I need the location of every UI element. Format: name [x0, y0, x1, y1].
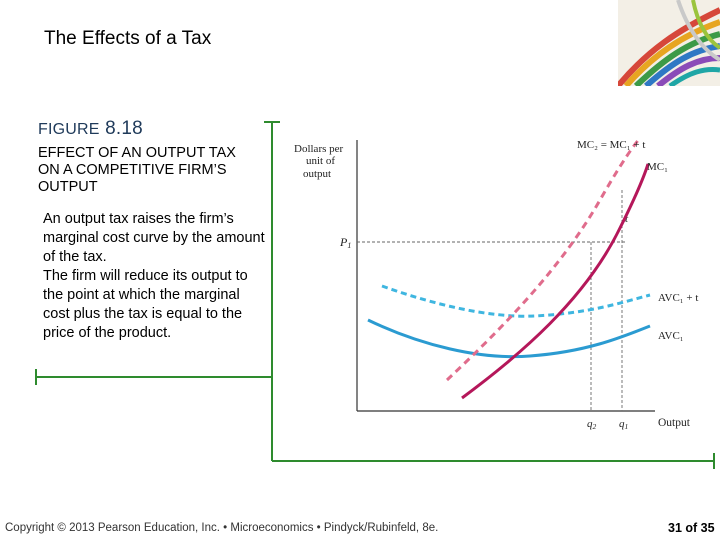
page-number: 31 of 35 — [668, 521, 715, 535]
description-paragraph-2: The firm will reduce its output to the p… — [43, 268, 248, 341]
avc-plus-tax-curve-label: AVC₁ + t — [658, 292, 698, 304]
copyright-footer: Copyright © 2013 Pearson Education, Inc.… — [5, 522, 439, 534]
figure-heading: EFFECT OF AN OUTPUT TAX ON A COMPETITIVE… — [38, 145, 273, 196]
figure-description: An output tax raises the firm’s marginal… — [43, 210, 268, 343]
avc1-curve-label: AVC₁ — [658, 330, 684, 342]
x-axis-label: Output — [658, 417, 691, 429]
mc2-curve — [445, 137, 642, 382]
figure-label: FIGURE 8.18 — [38, 118, 143, 140]
avc-plus-tax-curve — [381, 284, 651, 318]
description-paragraph-1: An output tax raises the firm’s marginal… — [43, 211, 265, 265]
quantity-guides — [590, 190, 623, 411]
decorative-cables-image — [618, 0, 720, 86]
tax-gap-label: t — [625, 213, 629, 225]
mc1-curve-label: MC₁ — [647, 161, 668, 173]
green-frame — [35, 121, 715, 469]
figure-word: FIGURE — [38, 121, 100, 138]
figure-heading-line1: EFFECT OF AN OUTPUT TAX — [38, 145, 236, 161]
axes — [356, 140, 655, 412]
figure-heading-line3: OUTPUT — [38, 179, 98, 195]
slide-title: The Effects of a Tax — [44, 28, 212, 49]
figure-heading-line2: ON A COMPETITIVE FIRM’S — [38, 162, 227, 178]
avc1-curve — [367, 318, 651, 359]
y-axis-label-line2: unit of — [306, 155, 335, 167]
figure-number: 8.18 — [105, 118, 143, 139]
q1-label: q1 — [619, 418, 628, 431]
mc2-curve-label: MC₂ = MC₁ + t — [577, 139, 645, 151]
y-axis-label-line1: Dollars per — [294, 143, 344, 155]
price-label: P1 — [339, 235, 351, 250]
mc1-curve — [461, 163, 650, 400]
q2-label: q2 — [587, 418, 597, 431]
y-axis-label-line3: output — [303, 168, 331, 180]
